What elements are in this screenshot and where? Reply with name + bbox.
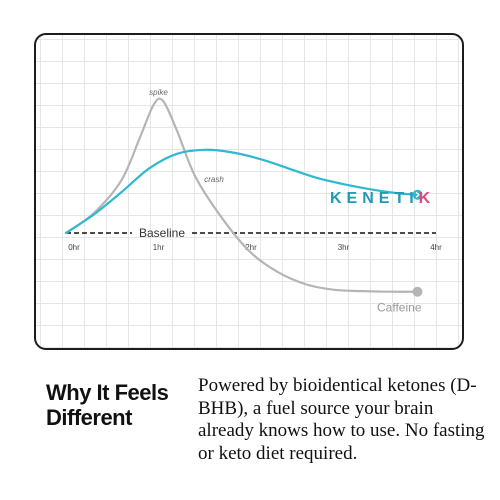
annotation-crash: crash [204,175,224,184]
chart-card: Baseline 0hr 1hr 2hr 3hr 4hr Caffeine spike cras… [34,33,464,350]
x-tick-label: 3hr [338,243,350,252]
baseline-label: Baseline [139,226,185,240]
logo-text-main: KENETI [330,190,419,207]
x-tick-label: 4hr [430,243,442,252]
kenetik-series-line [64,148,419,235]
logo-text-accent: K [418,190,436,207]
chevron-right-icon [415,191,421,198]
description-text: Powered by bioidentical ketones (D-BHB),… [198,375,485,464]
heading-line-1: Why It Feels [46,380,169,405]
caffeine-series-line [64,97,419,293]
caffeine-series-label: Caffeine [377,301,422,315]
caffeine-end-dot [412,286,423,297]
heading-line-2: Different [46,405,132,430]
line-chart: Baseline 0hr 1hr 2hr 3hr 4hr Caffeine spike cras… [64,88,442,315]
x-tick-label: 0hr [68,243,80,252]
kenetik-logo: KENETIK [330,190,435,208]
x-tick-label: 1hr [153,243,165,252]
annotation-spike: spike [149,88,168,97]
kenetik-end-dot [412,189,423,200]
section-heading: Why It Feels Different [46,380,196,430]
x-tick-label: 2hr [245,243,257,252]
